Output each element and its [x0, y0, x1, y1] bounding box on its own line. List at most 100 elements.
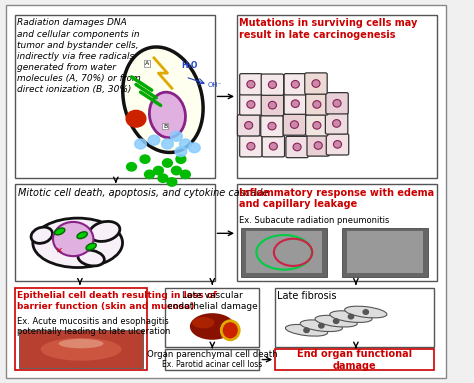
Text: OH⁻: OH⁻: [208, 82, 222, 87]
FancyBboxPatch shape: [6, 5, 446, 378]
Text: Epithelial cell death resulting in loss of
barrier function (skin and mucosa): Epithelial cell death resulting in loss …: [17, 291, 217, 311]
Ellipse shape: [333, 119, 341, 127]
FancyBboxPatch shape: [237, 115, 260, 136]
Ellipse shape: [123, 47, 203, 152]
FancyBboxPatch shape: [307, 135, 329, 156]
FancyBboxPatch shape: [275, 288, 435, 347]
Circle shape: [162, 139, 173, 149]
FancyBboxPatch shape: [306, 94, 328, 115]
FancyBboxPatch shape: [165, 349, 259, 370]
Text: Inflammatory response with edema
and capillary leakage: Inflammatory response with edema and cap…: [239, 188, 434, 209]
FancyBboxPatch shape: [284, 93, 307, 114]
Ellipse shape: [247, 101, 255, 108]
FancyBboxPatch shape: [262, 136, 284, 157]
FancyBboxPatch shape: [15, 15, 215, 178]
Ellipse shape: [53, 222, 93, 256]
Ellipse shape: [312, 80, 320, 87]
FancyBboxPatch shape: [237, 15, 437, 178]
Circle shape: [180, 139, 191, 149]
FancyBboxPatch shape: [347, 231, 423, 273]
Circle shape: [363, 310, 368, 314]
Text: B: B: [163, 124, 167, 129]
Circle shape: [181, 170, 191, 178]
Ellipse shape: [245, 121, 253, 129]
Circle shape: [171, 131, 182, 141]
Ellipse shape: [59, 339, 103, 349]
FancyBboxPatch shape: [241, 228, 327, 277]
FancyBboxPatch shape: [326, 93, 348, 114]
Ellipse shape: [268, 81, 276, 88]
Text: Late vascular
endothelial damage: Late vascular endothelial damage: [167, 291, 258, 311]
Circle shape: [126, 110, 146, 127]
Circle shape: [319, 323, 324, 328]
Ellipse shape: [268, 122, 276, 130]
FancyBboxPatch shape: [305, 73, 327, 94]
Ellipse shape: [300, 320, 343, 332]
Ellipse shape: [190, 313, 235, 340]
FancyBboxPatch shape: [261, 74, 283, 95]
Ellipse shape: [41, 338, 121, 361]
Ellipse shape: [333, 100, 341, 107]
FancyBboxPatch shape: [283, 114, 306, 135]
Ellipse shape: [345, 306, 387, 318]
Text: A: A: [145, 61, 149, 66]
Ellipse shape: [315, 315, 357, 327]
Ellipse shape: [86, 243, 96, 250]
Text: End organ functional
damage: End organ functional damage: [297, 349, 412, 370]
FancyBboxPatch shape: [240, 74, 262, 95]
Circle shape: [348, 314, 354, 319]
FancyBboxPatch shape: [261, 115, 283, 137]
Text: Ex. Acute mucositis and esophagitis
potentially leading to late ulceration: Ex. Acute mucositis and esophagitis pote…: [17, 317, 171, 336]
FancyBboxPatch shape: [261, 95, 283, 116]
Circle shape: [189, 143, 200, 153]
Ellipse shape: [293, 143, 301, 151]
Circle shape: [140, 155, 150, 164]
Circle shape: [135, 139, 146, 149]
Ellipse shape: [313, 101, 321, 108]
Ellipse shape: [33, 218, 123, 268]
Circle shape: [304, 328, 309, 332]
Text: Ex. Subacute radiation pneumonitis: Ex. Subacute radiation pneumonitis: [239, 216, 390, 225]
Text: H₂O: H₂O: [181, 61, 197, 70]
Ellipse shape: [247, 80, 255, 88]
Ellipse shape: [314, 142, 322, 149]
Ellipse shape: [292, 80, 300, 88]
Text: Late fibrosis: Late fibrosis: [277, 291, 337, 301]
FancyBboxPatch shape: [325, 113, 348, 134]
FancyBboxPatch shape: [306, 115, 328, 136]
Ellipse shape: [221, 321, 239, 340]
Text: ✕: ✕: [56, 246, 63, 255]
FancyBboxPatch shape: [19, 330, 143, 368]
Ellipse shape: [55, 228, 65, 235]
Circle shape: [127, 163, 137, 171]
Ellipse shape: [77, 232, 87, 239]
FancyBboxPatch shape: [240, 136, 262, 157]
Text: Mutations in surviving cells may
result in late carcinogenesis: Mutations in surviving cells may result …: [239, 18, 418, 40]
Text: Ex. Parotid acinar cell loss: Ex. Parotid acinar cell loss: [162, 360, 263, 369]
FancyBboxPatch shape: [237, 184, 437, 281]
Circle shape: [172, 166, 182, 175]
Ellipse shape: [313, 121, 321, 129]
FancyBboxPatch shape: [15, 184, 215, 281]
Circle shape: [154, 166, 164, 175]
Ellipse shape: [268, 101, 276, 109]
FancyBboxPatch shape: [342, 228, 428, 277]
FancyBboxPatch shape: [284, 74, 307, 95]
FancyBboxPatch shape: [246, 231, 322, 273]
Circle shape: [167, 178, 177, 186]
Text: Organ parenchymal cell death: Organ parenchymal cell death: [147, 350, 278, 359]
Ellipse shape: [269, 142, 277, 150]
Text: Mitotic cell death, apoptosis, and cytokine cascade: Mitotic cell death, apoptosis, and cytok…: [18, 188, 269, 198]
Circle shape: [334, 319, 339, 323]
FancyBboxPatch shape: [165, 288, 259, 347]
Text: Radiation damages DNA
and cellular components in
tumor and bystander cells,
indi: Radiation damages DNA and cellular compo…: [17, 18, 141, 94]
Circle shape: [158, 174, 168, 182]
Circle shape: [148, 135, 160, 145]
Circle shape: [163, 159, 173, 167]
Ellipse shape: [192, 317, 215, 328]
Ellipse shape: [291, 121, 299, 128]
Ellipse shape: [31, 227, 53, 243]
FancyBboxPatch shape: [275, 349, 435, 370]
FancyBboxPatch shape: [286, 136, 308, 158]
Ellipse shape: [285, 324, 328, 336]
